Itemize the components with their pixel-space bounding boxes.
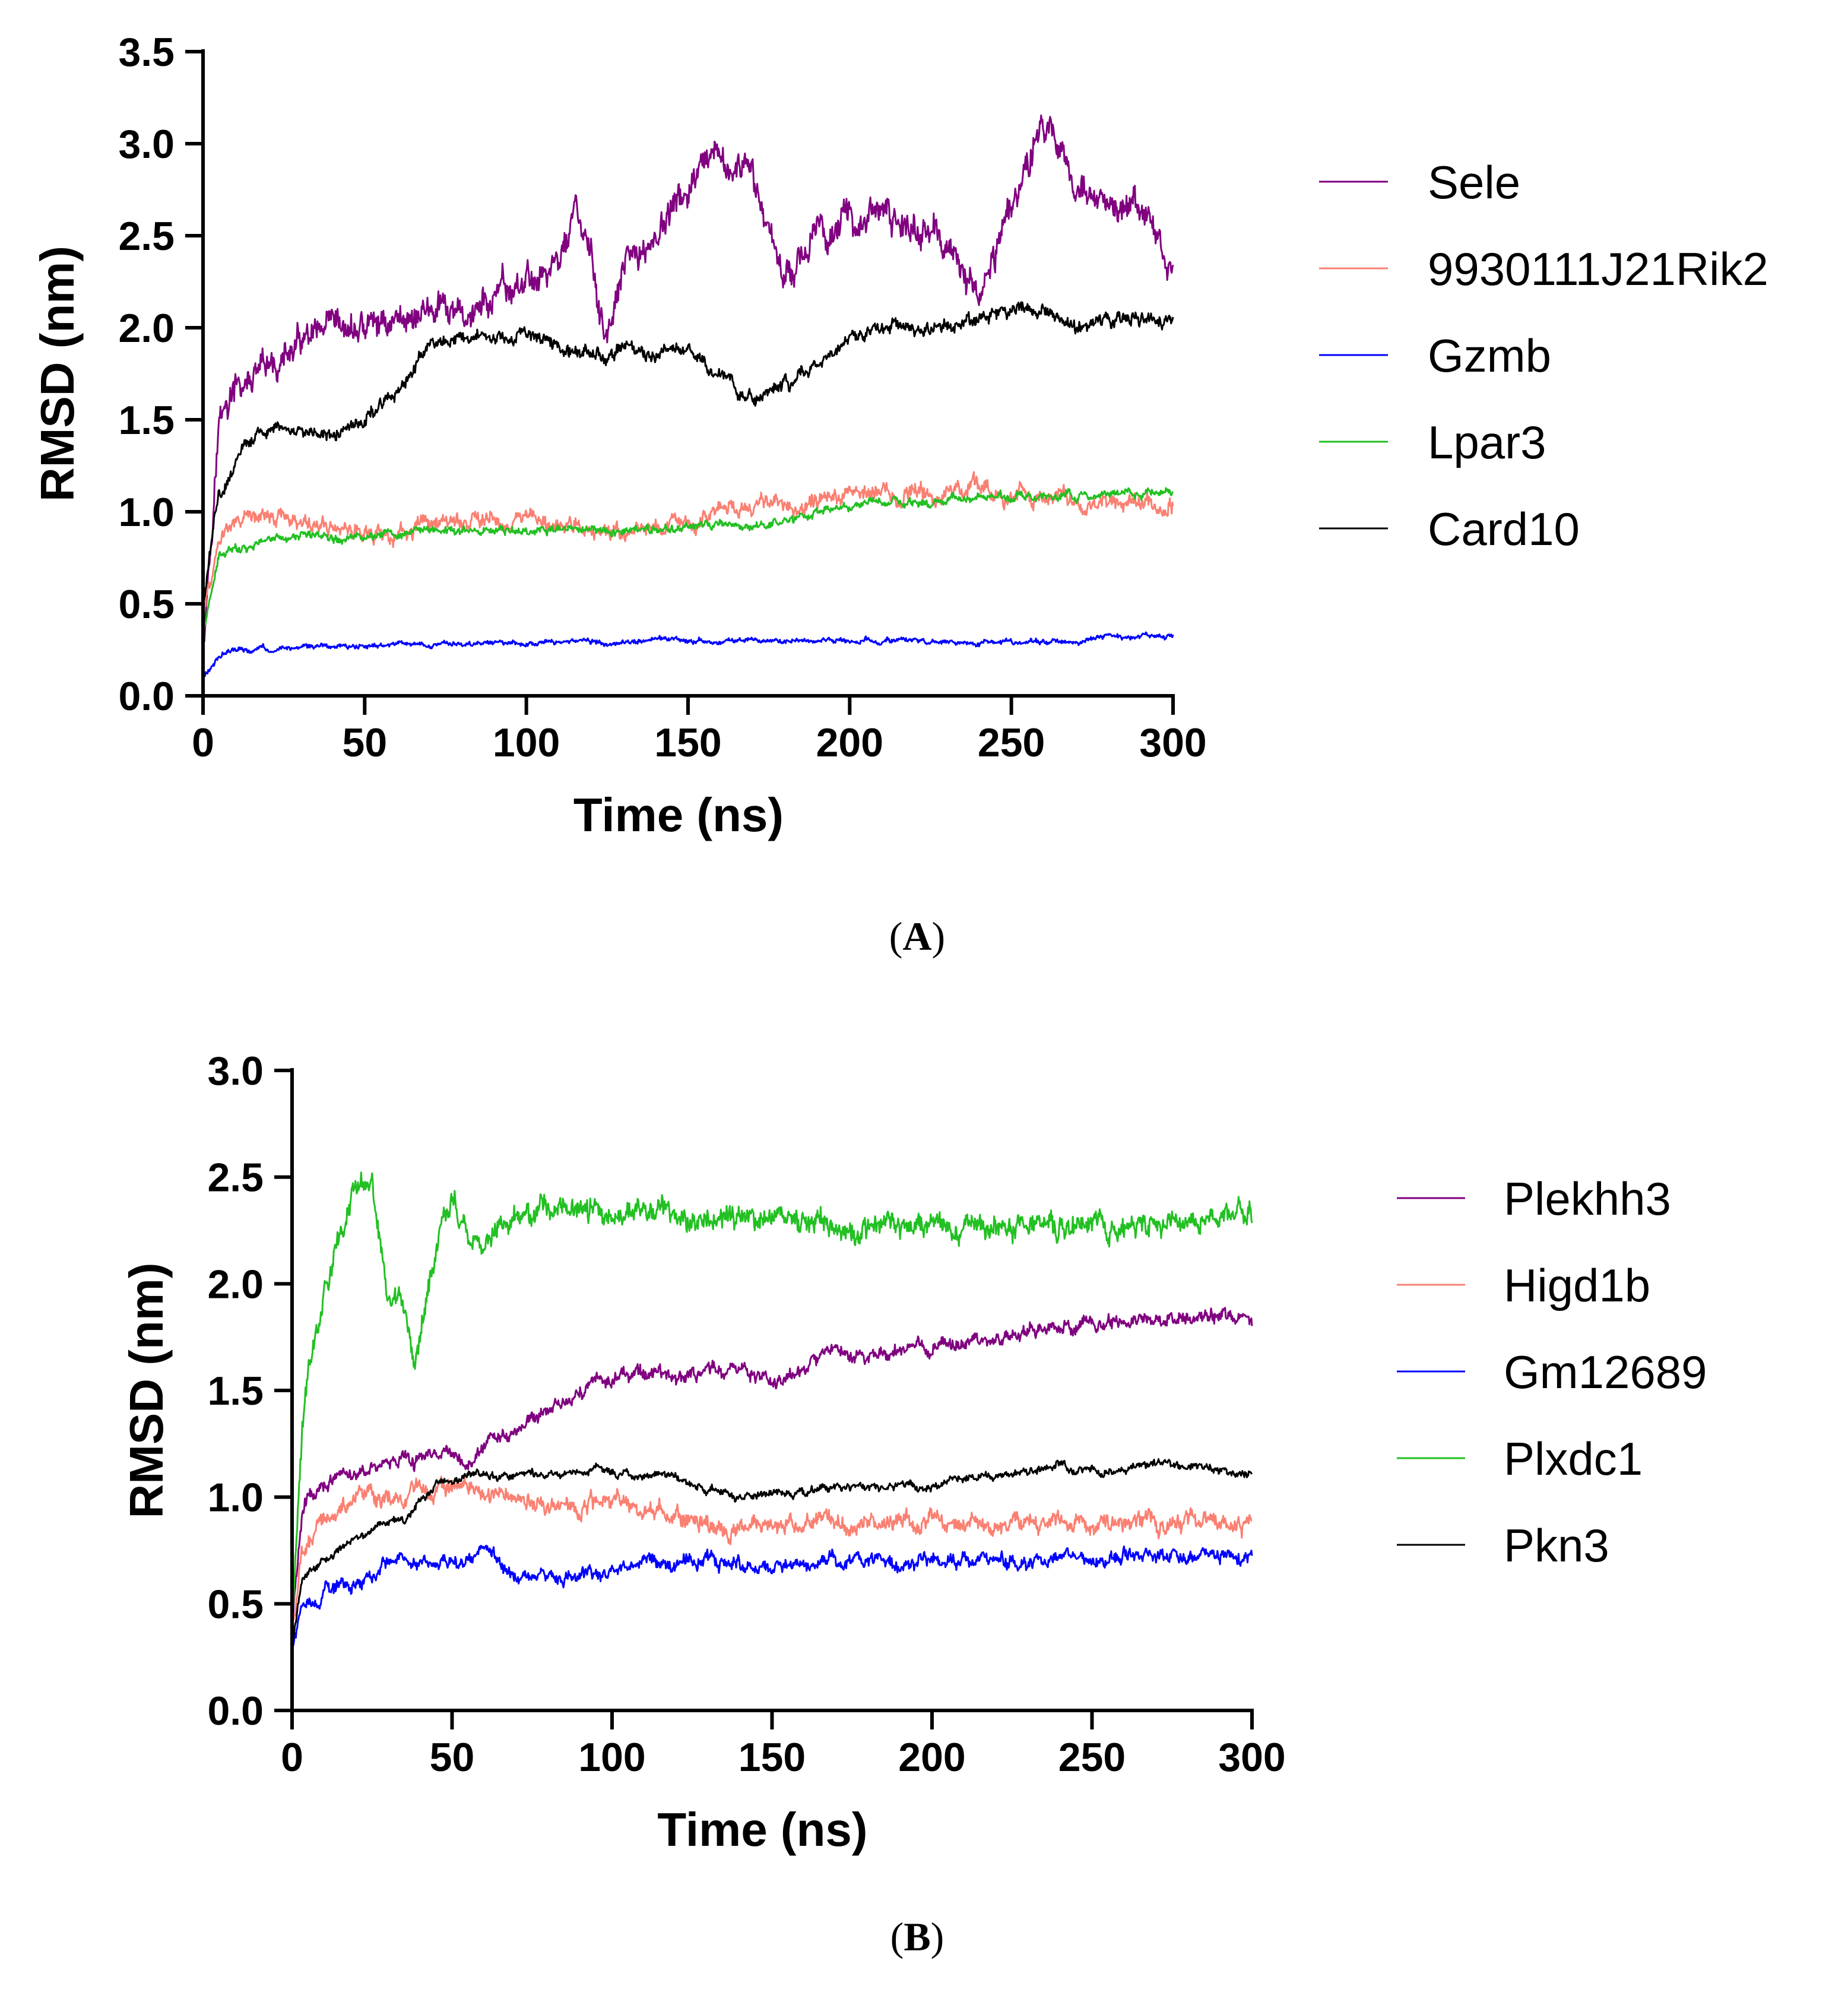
panel-caption: (A) — [889, 914, 945, 959]
legend: Plekhh3 Higd1b Gm12689 Plxdc1 Pkn3 — [1397, 1173, 1707, 1572]
y-tick-label: 0.0 — [118, 674, 175, 719]
y-tick-label: 2.5 — [207, 1155, 264, 1200]
series-line-pkn3 — [291, 1458, 1253, 1647]
legend-label: Plxdc1 — [1504, 1433, 1643, 1485]
legend-label: Plekhh3 — [1504, 1173, 1671, 1225]
series-line-gm12689 — [291, 1544, 1253, 1647]
x-tick-label: 300 — [1139, 720, 1206, 765]
y-tick-label: 1.5 — [207, 1368, 264, 1414]
y-tick-label: 2.5 — [118, 214, 175, 259]
x-tick-label: 200 — [816, 720, 883, 765]
x-tick-label: 0 — [192, 720, 214, 765]
y-tick-label: 0.5 — [207, 1582, 264, 1627]
y-axis-title: RMSD (nm) — [31, 246, 84, 502]
legend-label: Higd1b — [1504, 1259, 1650, 1311]
panel-caption: (B) — [890, 1914, 944, 1959]
y-tick-label: 2.0 — [118, 306, 175, 351]
series-line-gzmb — [202, 631, 1174, 678]
legend: Sele 9930111J21Rik2 Gzmb Lpar3 Card10 — [1319, 156, 1768, 555]
x-tick-label: 100 — [493, 720, 560, 765]
y-tick-label: 2.0 — [207, 1262, 264, 1307]
legend-label: Gm12689 — [1504, 1346, 1707, 1398]
y-axis-title: RMSD (nm) — [120, 1262, 173, 1518]
legend-label: Card10 — [1428, 503, 1580, 555]
panel-label: B — [904, 1914, 930, 1959]
legend-label: Sele — [1428, 156, 1520, 208]
legend-label: Gzmb — [1428, 330, 1551, 382]
y-tick-label: 0.5 — [118, 582, 175, 627]
legend-label: Pkn3 — [1504, 1519, 1609, 1572]
series-line-sele — [202, 114, 1174, 644]
y-tick-label: 3.0 — [207, 1048, 264, 1094]
series-line-plxdc1 — [291, 1171, 1253, 1626]
chart-panel-b: 0.0 0.5 1.0 1.5 2.0 2.5 3.0 0 50 100 150 200 250 300 T… — [120, 1048, 1707, 1959]
x-tick-label: 0 — [281, 1735, 303, 1780]
x-tick-label: 250 — [1058, 1735, 1126, 1780]
y-tick-label: 1.0 — [118, 490, 175, 535]
y-tick-label: 3.5 — [118, 30, 175, 75]
x-axis-title: Time (ns) — [657, 1803, 867, 1856]
legend-label: 9930111J21Rik2 — [1428, 243, 1768, 295]
series-line-plekhh3 — [291, 1307, 1253, 1626]
y-tick-label: 1.0 — [207, 1475, 264, 1520]
x-tick-label: 250 — [978, 720, 1045, 765]
series-line-higd1b — [291, 1474, 1253, 1626]
x-tick-label: 200 — [898, 1735, 965, 1780]
panel-label: A — [902, 914, 931, 959]
x-tick-label: 300 — [1218, 1735, 1285, 1780]
y-tick-label: 3.0 — [118, 122, 175, 167]
x-axis-title: Time (ns) — [573, 788, 784, 841]
x-tick-label: 50 — [430, 1735, 475, 1780]
y-tick-label: 0.0 — [207, 1688, 264, 1734]
x-tick-label: 100 — [578, 1735, 645, 1780]
series-line-lpar3 — [202, 487, 1174, 632]
chart-panel-a: 0.0 0.5 1.0 1.5 2.0 2.5 3.0 3.5 0 50 100 150 200 250 3… — [31, 30, 1768, 959]
series-line-card10 — [202, 301, 1174, 604]
legend-label: Lpar3 — [1428, 416, 1546, 468]
x-tick-label: 50 — [343, 720, 388, 765]
x-tick-label: 150 — [654, 720, 721, 765]
y-tick-label: 1.5 — [118, 398, 175, 443]
x-tick-label: 150 — [738, 1735, 806, 1780]
